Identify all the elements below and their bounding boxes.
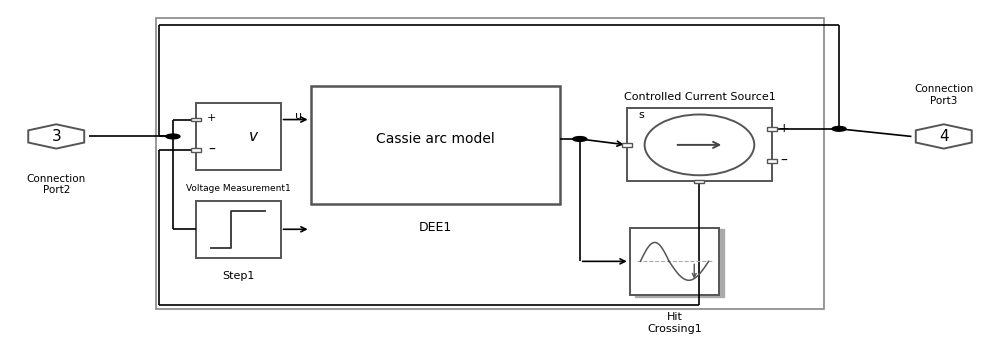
Circle shape [832,127,846,131]
Polygon shape [916,124,972,149]
FancyBboxPatch shape [191,118,201,121]
Text: Step1: Step1 [222,271,254,281]
Text: u: u [295,111,302,121]
Circle shape [166,134,180,139]
FancyBboxPatch shape [767,127,777,131]
Text: Controlled Current Source1: Controlled Current Source1 [624,92,775,102]
Polygon shape [28,124,84,149]
Text: –: – [781,154,788,168]
Text: Voltage Measurement1: Voltage Measurement1 [186,184,291,193]
FancyBboxPatch shape [627,108,772,181]
FancyBboxPatch shape [196,103,281,170]
FancyBboxPatch shape [622,143,632,147]
Text: v: v [249,129,258,144]
Text: –: – [208,143,215,157]
FancyBboxPatch shape [191,148,201,152]
Text: +: + [207,113,216,123]
Circle shape [573,137,587,141]
Text: 3: 3 [51,129,61,144]
Text: 4: 4 [939,129,949,144]
Text: +: + [779,122,790,135]
Ellipse shape [645,115,754,175]
FancyBboxPatch shape [311,86,560,204]
FancyBboxPatch shape [196,201,281,258]
FancyBboxPatch shape [694,180,704,183]
Text: Connection
Port2: Connection Port2 [27,174,86,195]
Text: Cassie arc model: Cassie arc model [376,132,495,146]
Text: Connection
Port3: Connection Port3 [914,85,973,106]
Text: s: s [639,110,644,120]
Text: DEE1: DEE1 [419,221,452,234]
Text: Hit
Crossing1: Hit Crossing1 [647,312,702,333]
FancyBboxPatch shape [767,159,777,163]
FancyBboxPatch shape [635,229,724,297]
FancyBboxPatch shape [630,227,719,295]
